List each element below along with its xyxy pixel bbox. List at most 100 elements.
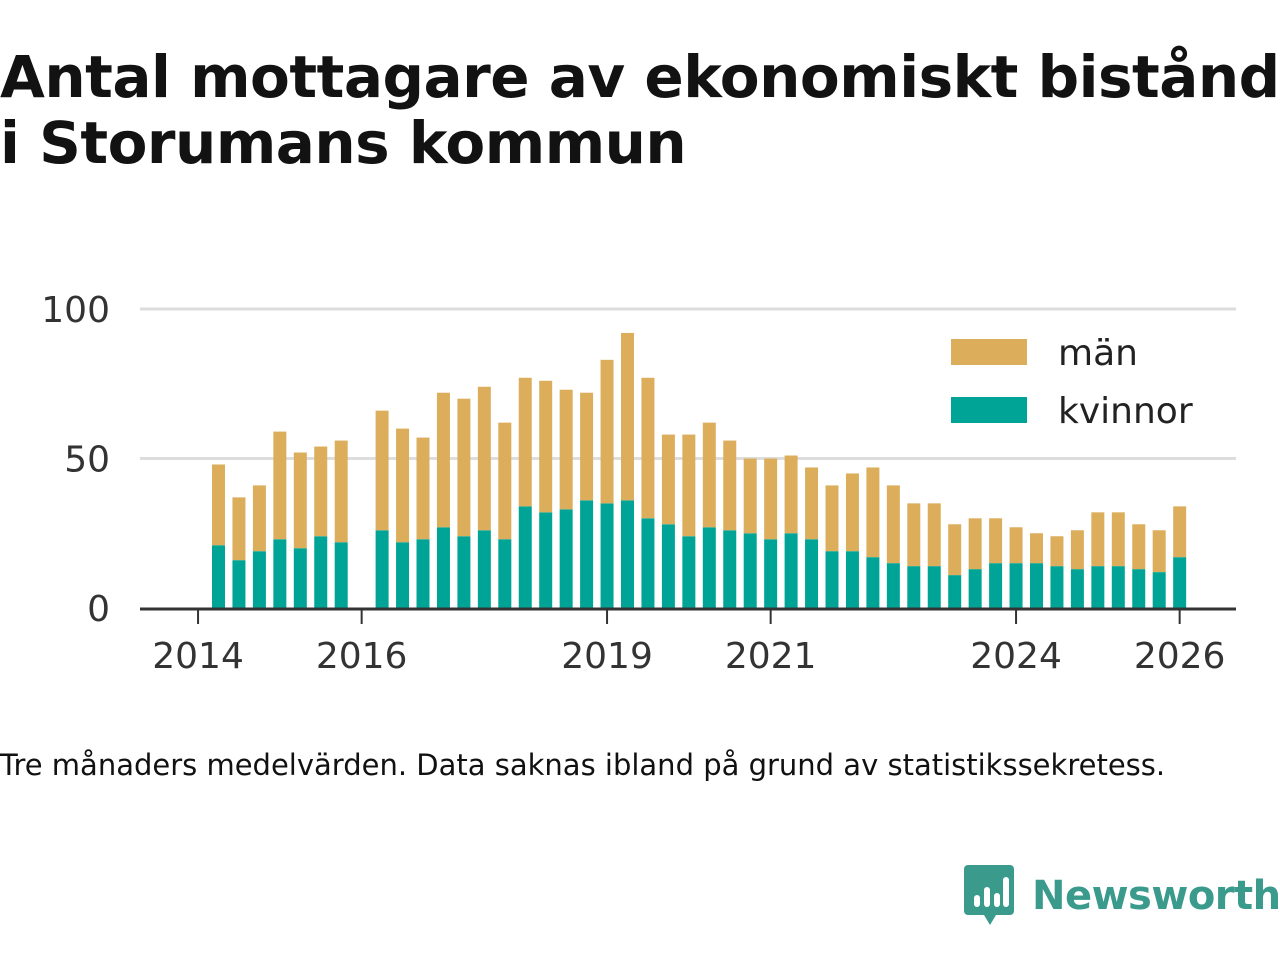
legend-swatch-kvinnor — [951, 397, 1027, 423]
bar-kvinnor — [580, 500, 594, 608]
bar-man — [1050, 536, 1064, 567]
bar-kvinnor — [866, 557, 880, 608]
bar-kvinnor — [661, 524, 675, 608]
bar-man — [580, 392, 594, 501]
bar-man — [825, 485, 839, 552]
bar-kvinnor — [600, 503, 614, 608]
x-tick-label: 2019 — [561, 636, 653, 677]
bar-man — [682, 434, 696, 537]
bar-man — [1030, 533, 1043, 564]
bar-man — [866, 467, 880, 558]
bar-man — [886, 485, 900, 564]
bar-man — [334, 440, 348, 543]
y-tick-label: 50 — [64, 440, 110, 481]
bar-kvinnor — [805, 539, 819, 608]
bar-man — [948, 524, 962, 576]
bar-man — [416, 437, 430, 540]
x-tick-label: 2021 — [725, 636, 817, 677]
bar-kvinnor — [764, 539, 778, 608]
bar-kvinnor — [212, 545, 225, 608]
legend-label-kvinnor: kvinnor — [1058, 391, 1193, 432]
bar-kvinnor — [968, 569, 982, 608]
bar-man — [436, 392, 450, 528]
bar-kvinnor — [1111, 566, 1125, 608]
legend-label-man: män — [1058, 333, 1138, 374]
bar-kvinnor — [1030, 563, 1043, 608]
bar-kvinnor — [621, 500, 634, 608]
bar-man — [764, 458, 778, 540]
bar-kvinnor — [416, 539, 430, 608]
bar-kvinnor — [1050, 566, 1064, 608]
bar-kvinnor — [948, 575, 962, 608]
bar-man — [212, 464, 225, 546]
bar-kvinnor — [784, 533, 798, 608]
bar-man — [845, 473, 859, 552]
bar-kvinnor — [825, 551, 839, 608]
bar-kvinnor — [989, 563, 1003, 608]
bar-man — [293, 452, 307, 549]
footnote: Tre månaders medelvärden. Data saknas ib… — [0, 748, 1166, 782]
bar-man — [927, 503, 941, 567]
bar-man — [641, 377, 655, 519]
bar-man — [1132, 524, 1146, 570]
y-tick-label: 100 — [41, 290, 110, 331]
bar-kvinnor — [457, 536, 471, 608]
bar-kvinnor — [907, 566, 921, 608]
bar-man — [907, 503, 921, 567]
bar-kvinnor — [559, 509, 573, 608]
brand-logo: Newsworthy — [964, 865, 1280, 927]
bar-man — [396, 428, 410, 543]
bar-kvinnor — [927, 566, 941, 608]
bar-kvinnor — [1009, 563, 1023, 608]
x-tick-label: 2016 — [316, 636, 408, 677]
bar-kvinnor — [252, 551, 266, 608]
brand-name: Newsworthy — [1032, 873, 1280, 919]
bar-man — [784, 455, 798, 534]
bar-kvinnor — [1173, 557, 1187, 608]
bar-man — [539, 380, 553, 513]
bar-man — [314, 446, 328, 537]
bar-kvinnor — [723, 530, 737, 608]
bar-kvinnor — [1070, 569, 1084, 608]
bar-kvinnor — [273, 539, 287, 608]
bar-man — [252, 485, 266, 552]
bar-kvinnor — [1132, 569, 1146, 608]
bar-kvinnor — [498, 539, 512, 608]
bars — [212, 332, 1187, 608]
bar-kvinnor — [396, 542, 410, 608]
bar-man — [457, 398, 471, 537]
bar-man — [1173, 506, 1187, 558]
newsworthy-logo-icon — [964, 865, 1014, 925]
bar-kvinnor — [232, 560, 246, 608]
bar-man — [1111, 512, 1125, 567]
bar-man — [989, 518, 1003, 564]
bar-man — [1091, 512, 1105, 567]
bar-kvinnor — [845, 551, 859, 608]
x-tick-label: 2026 — [1134, 636, 1226, 677]
bar-man — [600, 359, 614, 504]
bar-man — [723, 440, 737, 531]
bar-kvinnor — [743, 533, 757, 608]
bar-man — [273, 431, 287, 540]
bar-kvinnor — [375, 530, 389, 608]
bar-kvinnor — [293, 548, 307, 608]
bar-man — [621, 332, 634, 501]
bar-man — [968, 518, 982, 570]
legend: män kvinnor — [951, 333, 1193, 432]
legend-swatch-man — [951, 339, 1027, 365]
bar-kvinnor — [539, 512, 553, 608]
bar-man — [743, 458, 757, 534]
bar-kvinnor — [436, 527, 450, 608]
bar-man — [232, 497, 246, 561]
bar-man — [375, 410, 389, 531]
axes: 0 50 100 2014 2016 2019 2021 2024 2026 — [41, 290, 1236, 677]
bar-man — [702, 422, 716, 528]
bar-kvinnor — [886, 563, 900, 608]
bar-man — [805, 467, 819, 540]
bar-kvinnor — [702, 527, 716, 608]
bar-kvinnor — [477, 530, 491, 608]
bar-kvinnor — [1091, 566, 1105, 608]
bar-kvinnor — [334, 542, 348, 608]
stacked-bar-chart: 0 50 100 2014 2016 2019 2021 2024 2026 män kvinn… — [41, 290, 1236, 677]
bar-man — [1070, 530, 1084, 570]
